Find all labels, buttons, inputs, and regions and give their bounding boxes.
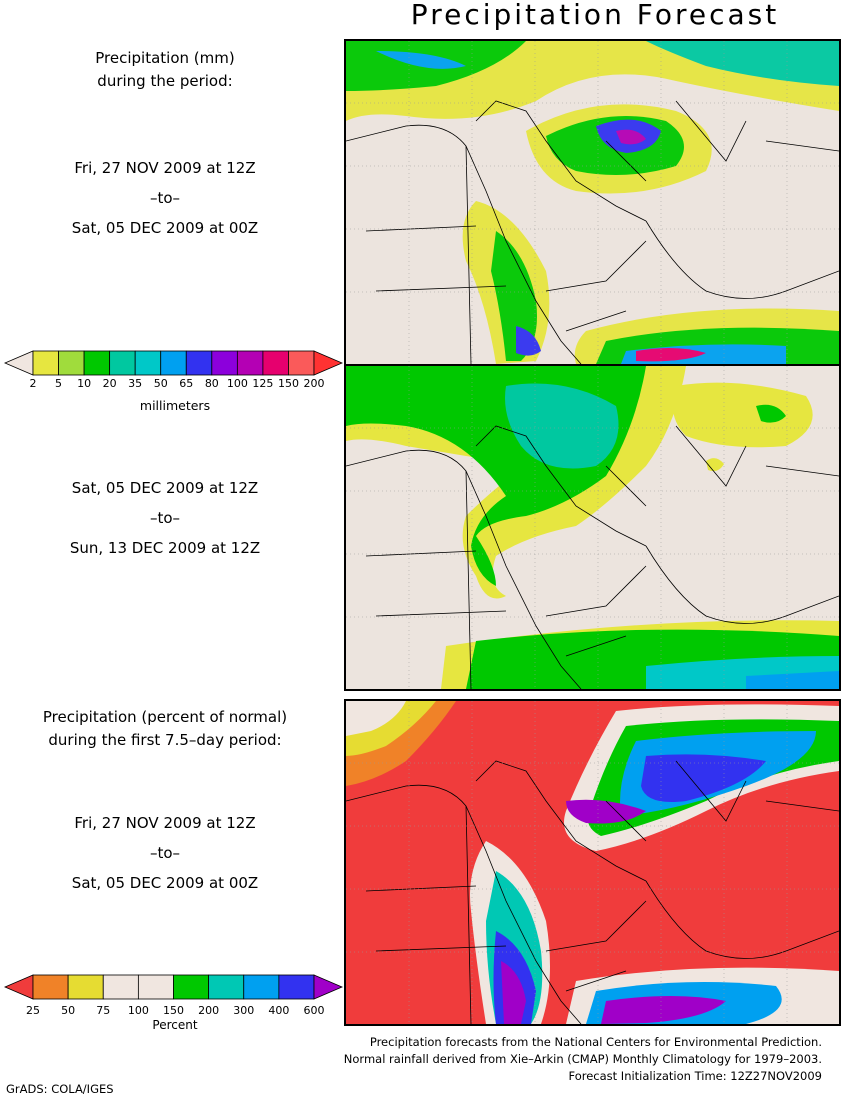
legend-mm-labels: 2 5 10 20 35 50 65 80 100 125 150 200 xyxy=(0,377,345,393)
legend-tick-label: 10 xyxy=(77,377,92,390)
legend-swatch xyxy=(313,974,344,1000)
legend-swatch xyxy=(83,350,111,376)
legend-percent-labels: 25 50 75 100 150 200 300 400 600 xyxy=(0,1004,345,1020)
legend-swatch xyxy=(3,974,34,1000)
footer-line-3: Forecast Initialization Time: 12Z27NOV20… xyxy=(568,1069,822,1083)
panel3-heading-line2: during the first 7.5–day period: xyxy=(48,731,282,750)
panel3-heading: Precipitation (percent of normal) during… xyxy=(0,706,330,753)
legend-swatch xyxy=(313,350,344,376)
panel3-start: Fri, 27 NOV 2009 at 12Z xyxy=(74,814,256,832)
page-title: Precipitation Forecast xyxy=(410,0,780,31)
panel3-to: –to– xyxy=(149,844,181,862)
legend-tick-label: 600 xyxy=(303,1004,325,1017)
legend-swatch xyxy=(243,974,280,1000)
legend-tick-label: 65 xyxy=(179,377,194,390)
legend-tick-label: 80 xyxy=(204,377,219,390)
panel2-end: Sun, 13 DEC 2009 at 12Z xyxy=(69,539,261,557)
panel1-heading-line1: Precipitation (mm) xyxy=(95,49,235,67)
panel1-end: Sat, 05 DEC 2009 at 00Z xyxy=(71,219,259,237)
map-panel-1 xyxy=(344,39,841,366)
map-panel-3 xyxy=(344,699,841,1026)
panel1-heading: Precipitation (mm) during the period: xyxy=(0,47,330,94)
legend-swatch xyxy=(173,974,210,1000)
legend-swatch xyxy=(134,350,162,376)
footer-line-2: Normal rainfall derived from Xie–Arkin (… xyxy=(343,1052,822,1066)
legend-swatch xyxy=(211,350,238,376)
legend-swatch xyxy=(208,974,245,1000)
legend-swatch xyxy=(32,350,59,376)
legend-swatch xyxy=(288,350,315,376)
legend-swatch xyxy=(262,350,289,376)
panel3-period: Fri, 27 NOV 2009 at 12Z –to– Sat, 05 DEC… xyxy=(0,808,330,898)
legend-swatch xyxy=(236,350,264,376)
legend-tick-label: 25 xyxy=(26,1004,40,1017)
legend-swatch xyxy=(102,974,139,1000)
legend-tick-label: 5 xyxy=(55,377,63,390)
panel2-period: Sat, 05 DEC 2009 at 12Z –to– Sun, 13 DEC… xyxy=(0,473,330,563)
legend-tick-label: 35 xyxy=(128,377,143,390)
grads-credit: GrADS: COLA/IGES xyxy=(6,1082,114,1096)
panel2-to: –to– xyxy=(149,509,181,527)
legend-tick-label: 50 xyxy=(61,1004,76,1017)
legend-tick-label: 300 xyxy=(233,1004,255,1017)
legend-tick-label: 100 xyxy=(127,1004,149,1017)
legend-tick-label: 50 xyxy=(153,377,168,390)
legend-swatch xyxy=(58,350,85,376)
map-panel-2 xyxy=(344,364,841,691)
legend-swatch xyxy=(185,350,213,376)
legend-percent: 25 50 75 100 150 200 300 400 600 Percent xyxy=(0,972,345,1042)
panel3-end: Sat, 05 DEC 2009 at 00Z xyxy=(71,874,259,892)
legend-swatch xyxy=(32,974,69,1000)
panel2-start: Sat, 05 DEC 2009 at 12Z xyxy=(71,479,259,497)
panel1-start: Fri, 27 NOV 2009 at 12Z xyxy=(74,159,256,177)
legend-tick-label: 150 xyxy=(163,1004,184,1017)
panel3-heading-line1: Precipitation (percent of normal) xyxy=(42,708,288,726)
legend-tick-label: 20 xyxy=(102,377,117,390)
legend-mm: 2 5 10 20 35 50 65 80 100 125 150 200 millimeters xyxy=(0,348,345,418)
legend-mm-bar xyxy=(3,350,344,376)
footer-line-1: Precipitation forecasts from the Nationa… xyxy=(369,1035,822,1049)
legend-tick-label: 75 xyxy=(96,1004,111,1017)
footer-notes: Precipitation forecasts from the Nationa… xyxy=(344,1034,822,1085)
legend-swatch xyxy=(137,974,174,1000)
panel1-period: Fri, 27 NOV 2009 at 12Z –to– Sat, 05 DEC… xyxy=(0,153,330,243)
legend-tick-label: 2 xyxy=(29,377,37,390)
legend-tick-label: 125 xyxy=(252,377,274,390)
legend-tick-label: 400 xyxy=(268,1004,290,1017)
legend-swatch xyxy=(67,974,104,1000)
legend-swatch xyxy=(109,350,136,376)
legend-swatch xyxy=(3,350,34,376)
legend-swatch xyxy=(278,974,315,1000)
legend-percent-bar xyxy=(3,974,344,1000)
legend-tick-label: 150 xyxy=(277,377,299,390)
legend-swatch xyxy=(160,350,187,376)
panel1-heading-line2: during the period: xyxy=(97,72,233,91)
legend-tick-label: 200 xyxy=(303,377,325,390)
legend-percent-unit: Percent xyxy=(152,1018,198,1032)
legend-tick-label: 200 xyxy=(198,1004,220,1017)
legend-tick-label: 100 xyxy=(226,377,248,390)
legend-mm-unit: millimeters xyxy=(139,398,211,413)
panel1-to: –to– xyxy=(149,189,181,207)
